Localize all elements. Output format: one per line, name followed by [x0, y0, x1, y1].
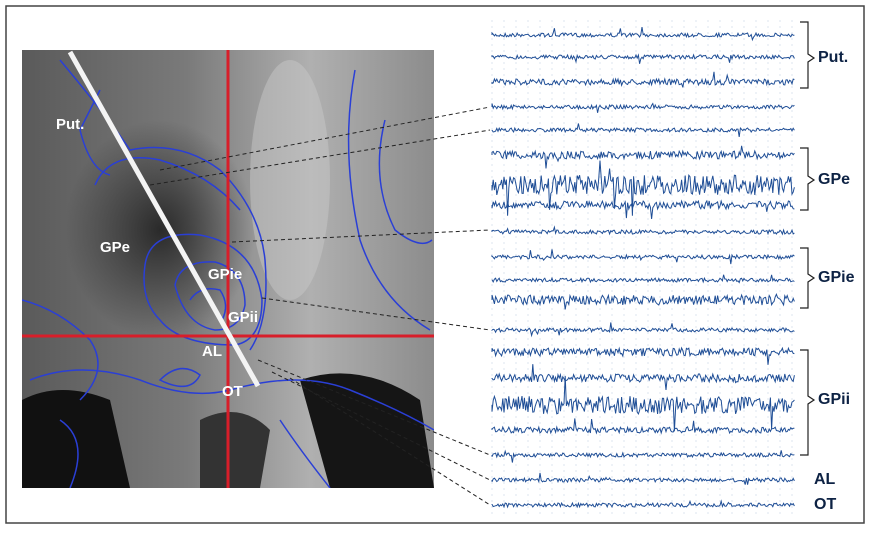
figure: Put. GPe GPie GPii AL OT Put. GPe GPie G… [0, 0, 870, 529]
group-label: GPie [818, 269, 855, 286]
page: Put. GPe GPie GPii AL OT Put. GPe GPie G… [0, 0, 870, 529]
group-label: OT [814, 496, 836, 513]
trace [492, 322, 794, 335]
brackets [800, 22, 814, 455]
group-label: Put. [818, 49, 848, 66]
trace [492, 72, 794, 88]
trace [492, 227, 794, 234]
trace [492, 418, 794, 433]
trace [492, 364, 794, 390]
trace [492, 55, 794, 64]
trace-panel [492, 20, 794, 516]
trace [492, 450, 794, 462]
group-label: GPe [818, 171, 850, 188]
trace [492, 27, 794, 40]
image-label: GPie [208, 266, 242, 283]
image-label: GPii [228, 309, 258, 326]
trace [492, 146, 794, 169]
image-label: GPe [100, 239, 130, 256]
image-label: Put. [56, 116, 84, 133]
trace [492, 501, 794, 507]
trace [492, 249, 794, 264]
image-label: OT [222, 383, 243, 400]
trace [492, 104, 794, 113]
trace [492, 201, 794, 219]
trace [492, 124, 794, 137]
trace [492, 161, 794, 216]
group-label: GPii [818, 391, 850, 408]
image-label: AL [202, 343, 222, 360]
trace [492, 376, 794, 431]
group-label: AL [814, 471, 836, 488]
trace [492, 348, 794, 365]
trace [492, 294, 794, 309]
trace [492, 473, 794, 485]
trace [492, 275, 794, 283]
